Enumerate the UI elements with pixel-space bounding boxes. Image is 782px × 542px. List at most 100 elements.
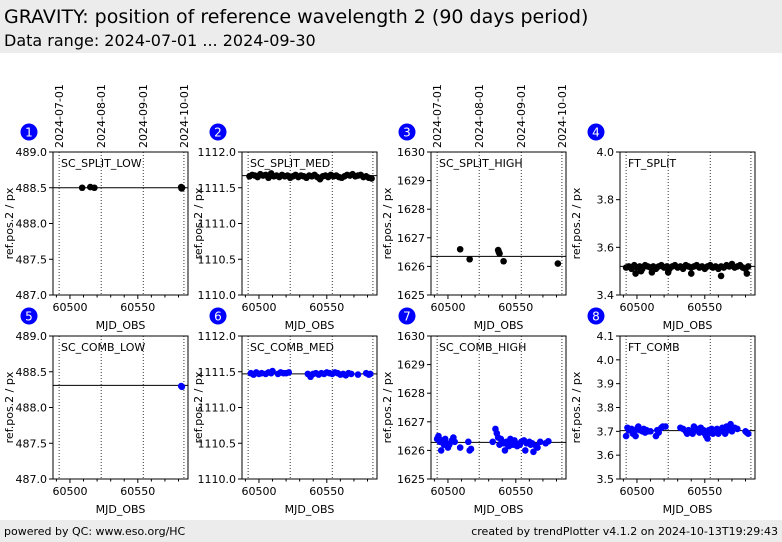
y-tick-label: 4.1	[597, 330, 615, 343]
data-point	[554, 260, 562, 267]
panel-number: 7	[403, 310, 411, 324]
y-tick-label: 489.0	[16, 146, 48, 159]
y-tick-label: 487.5	[16, 253, 48, 266]
y-tick-label: 487.0	[16, 473, 48, 486]
y-tick-label: 1110.0	[198, 473, 237, 486]
footer-powered-by: powered by QC: www.eso.org/HC	[4, 525, 186, 538]
data-point	[647, 428, 654, 435]
y-tick-label: 4.0	[597, 354, 615, 367]
date-label: 2024-09-01	[515, 84, 528, 148]
panel-number: 3	[403, 126, 411, 140]
y-tick-label: 3.4	[597, 289, 615, 302]
x-tick-label: 60500	[52, 301, 87, 314]
y-tick-label: 3.6	[597, 449, 615, 462]
data-point	[368, 175, 375, 182]
y-tick-label: 1630	[397, 146, 425, 159]
y-tick-label: 1628	[397, 203, 425, 216]
x-axis-label: MJD_OBS	[474, 503, 524, 516]
chart-panel-1: 2024-07-01 2024-08-01 2024-09-01 2024-10-01…	[3, 84, 191, 332]
y-tick-label: 1111.5	[198, 366, 237, 379]
panel-number: 1	[25, 126, 33, 140]
data-point	[687, 270, 695, 277]
panel-number-badge	[209, 123, 227, 141]
panel-title: FT_SPLIT	[628, 157, 676, 170]
data-point	[285, 369, 293, 376]
data-point	[743, 270, 751, 277]
data-point	[451, 438, 459, 446]
date-label: 2024-07-01	[53, 84, 66, 148]
data-point	[466, 255, 473, 263]
x-axis-label: MJD_OBS	[96, 503, 146, 516]
axes-frame	[619, 151, 756, 296]
y-tick-label: 1629	[397, 175, 425, 188]
y-tick-label: 3.7	[597, 425, 615, 438]
y-tick-label: 3.9	[597, 378, 615, 391]
date-label: 2024-09-01	[137, 84, 150, 148]
y-axis-label: ref.pos.2 / px	[570, 371, 583, 443]
y-tick-label: 1110.5	[198, 437, 237, 450]
page-title: GRAVITY: position of reference wavelengt…	[4, 6, 589, 28]
y-axis-label: ref.pos.2 / px	[570, 187, 583, 259]
x-axis-label: MJD_OBS	[663, 503, 713, 516]
data-point	[178, 184, 186, 192]
y-tick-label: 1627	[397, 232, 425, 245]
y-tick-label: 1110.5	[198, 253, 237, 266]
y-tick-label: 487.0	[16, 289, 48, 302]
y-tick-label: 488.0	[16, 218, 48, 231]
x-tick-label: 60550	[120, 485, 155, 498]
y-axis-label: ref.pos.2 / px	[3, 371, 16, 443]
date-label: 2024-10-01	[556, 84, 569, 148]
date-label: 2024-10-01	[178, 84, 191, 148]
data-point	[717, 272, 725, 280]
y-tick-label: 1629	[397, 359, 425, 372]
data-point	[534, 444, 541, 451]
x-tick-label: 60550	[498, 301, 533, 314]
axes-frame	[430, 151, 567, 296]
y-tick-label: 1626	[397, 260, 425, 273]
panel-title: SC_COMB_MED	[250, 341, 334, 354]
y-axis-label: ref.pos.2 / px	[192, 187, 205, 259]
y-tick-label: 488.0	[16, 402, 48, 415]
panel-title: SC_COMB_HIGH	[439, 341, 526, 354]
panel-title: SC_SPLIT_HIGH	[439, 157, 523, 170]
panel-number-badge	[587, 123, 605, 141]
footer-created-by: created by trendPlotter v4.1.2 on 2024-1…	[471, 525, 778, 538]
x-axis-label: MJD_OBS	[96, 319, 146, 332]
data-point	[521, 447, 529, 454]
y-tick-label: 1112.0	[198, 146, 237, 159]
chart-panel-5: 487.0 487.5 488.0 488.5 489.0 60500 60550 MJD_O…	[3, 307, 189, 516]
x-tick-label: 60550	[309, 485, 344, 498]
y-axis-label: ref.pos.2 / px	[381, 371, 394, 443]
x-tick-label: 60550	[309, 301, 344, 314]
data-point	[734, 425, 741, 433]
chart-panel-4: 3.4 3.6 3.8 4.0 60500 60550 MJD_OBS ref.pos.2 /…	[570, 123, 756, 332]
y-tick-label: 1626	[397, 444, 425, 457]
data-point	[637, 267, 645, 275]
y-tick-label: 1625	[397, 473, 425, 486]
axes-frame	[430, 335, 567, 480]
data-point	[622, 432, 630, 440]
panel-title: SC_SPLIT_LOW	[61, 157, 142, 170]
date-label: 2024-08-01	[473, 84, 486, 148]
data-point	[501, 447, 509, 454]
panel-number: 2	[214, 126, 222, 140]
data-point	[500, 257, 507, 265]
x-axis-label: MJD_OBS	[285, 503, 335, 516]
y-tick-label: 1628	[397, 387, 425, 400]
data-point	[744, 430, 752, 438]
y-axis-label: ref.pos.2 / px	[381, 187, 394, 259]
data-point	[496, 250, 503, 257]
y-tick-label: 488.5	[16, 366, 48, 379]
data-point	[664, 269, 672, 276]
chart-panel-7: 1625 1626 1627 1628 1629 1630 60500 60550 MJD_OB…	[381, 307, 567, 516]
chart-panel-6: 1110.0 1110.5 1111.0 1111.5 1112.0 60500 60550…	[192, 307, 378, 516]
y-tick-label: 3.6	[597, 241, 615, 254]
y-tick-label: 1111.5	[198, 182, 237, 195]
y-tick-label: 487.5	[16, 437, 48, 450]
y-tick-label: 1625	[397, 289, 425, 302]
y-tick-label: 3.5	[597, 473, 615, 486]
data-point	[347, 370, 355, 378]
panel-number: 5	[25, 310, 33, 324]
